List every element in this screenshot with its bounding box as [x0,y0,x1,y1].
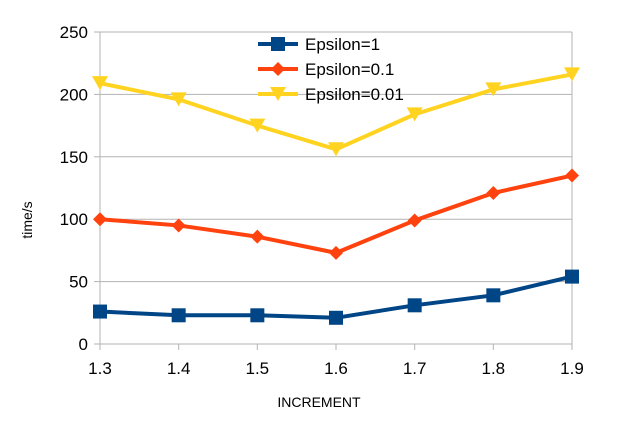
series-0 [93,269,579,325]
data-point [92,76,108,91]
series-line [99,173,573,255]
data-point [93,212,107,227]
x-tick-label: 1.8 [482,359,506,378]
series-2 [92,67,580,157]
y-axis-title: time/s [19,201,35,238]
y-tick-label: 100 [60,210,88,229]
data-point [564,67,580,82]
data-point [250,308,265,323]
data-point [407,298,422,313]
legend-entry: Epsilon=0.1 [258,60,394,79]
legend-marker [271,37,285,51]
data-point [170,92,187,107]
y-tick-label: 250 [60,23,88,42]
data-point [171,218,186,233]
data-point [486,185,501,200]
data-point [93,304,107,319]
y-tick-label: 150 [60,148,88,167]
data-point [250,229,265,244]
x-axis-title: INCREMENT [277,394,361,410]
data-point [249,118,266,133]
legend-label: Epsilon=1 [305,35,380,54]
data-point [407,213,422,228]
legend-entry: Epsilon=1 [258,35,380,54]
series-group [92,67,580,325]
legend: Epsilon=1 Epsilon=0.1 Epsilon=0.01 [258,35,404,104]
tick-labels: 0 50 100 150 200 250 1.3 1.4 1.5 1.6 1.7 1.8 1.9 [60,23,584,378]
x-tick-label: 1.7 [403,359,427,378]
y-tick-label: 200 [60,85,88,104]
x-tick-label: 1.9 [560,359,584,378]
data-point [329,245,343,260]
data-point [486,288,501,303]
data-point [171,308,186,323]
data-point [565,269,579,284]
x-tick-label: 1.6 [324,359,348,378]
x-tick-label: 1.4 [167,359,191,378]
legend-marker [271,62,285,76]
legend-marker [270,87,286,101]
series-1 [93,168,579,260]
data-point [328,142,344,157]
x-tick-label: 1.5 [246,359,270,378]
legend-entry: Epsilon=0.01 [258,85,404,104]
legend-label: Epsilon=0.01 [305,85,404,104]
y-tick-label: 0 [79,335,88,354]
y-tick-label: 50 [69,273,88,292]
legend-label: Epsilon=0.1 [305,60,394,79]
data-point [329,310,343,325]
x-tick-label: 1.3 [88,359,112,378]
data-point [565,168,579,183]
data-point [485,82,502,97]
data-point [406,107,423,122]
